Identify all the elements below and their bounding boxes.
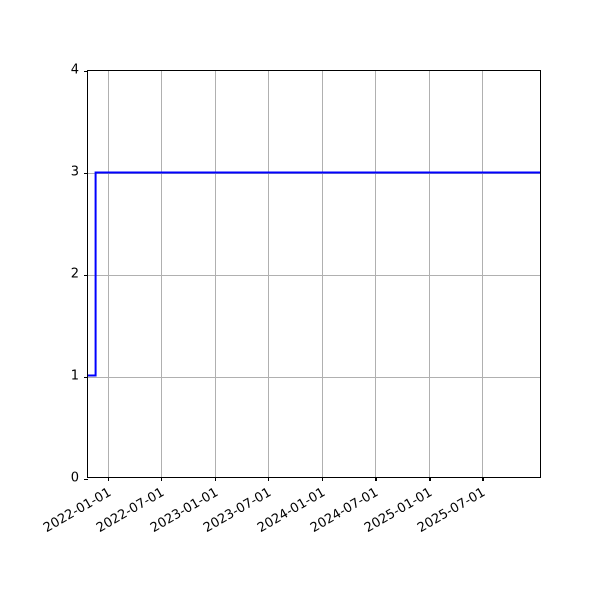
x-tick-mark [161, 477, 163, 481]
x-axis-tick-labels: 2022-01-01 2022-07-01 2023-01-01 2023-07-01… [41, 478, 541, 598]
x-tick-mark [375, 477, 377, 481]
y-tick-label: 0 [70, 470, 79, 486]
y-tick-label: 1 [70, 368, 79, 384]
gridline-vertical [214, 71, 216, 477]
y-axis-tick-labels: 0 1 2 3 4 [0, 64, 79, 485]
y-tick-mark [84, 479, 88, 481]
x-tick-mark [322, 477, 324, 481]
x-tick-mark [429, 477, 431, 481]
x-tick-mark [107, 477, 110, 481]
gridline-vertical [429, 71, 431, 477]
gridline-vertical [375, 71, 377, 477]
gridline-vertical [161, 71, 163, 477]
data-series-layer [88, 171, 540, 377]
x-tick-mark [482, 477, 484, 481]
gridline-horizontal [88, 377, 540, 378]
gridline-vertical [322, 71, 324, 477]
x-tick-mark [268, 477, 270, 481]
gridline-horizontal [88, 275, 540, 276]
y-tick-mark [84, 173, 88, 175]
y-tick-mark [84, 71, 88, 73]
gridline-vertical [482, 71, 484, 477]
y-tick-label: 2 [70, 266, 79, 282]
gridline-horizontal [88, 173, 540, 174]
y-tick-label: 4 [70, 62, 79, 78]
y-tick-mark [84, 275, 88, 277]
series-line-value [88, 171, 540, 377]
gridline-vertical [268, 71, 270, 477]
gridline-vertical [107, 71, 109, 477]
y-tick-label: 3 [70, 164, 79, 180]
x-tick-mark [214, 477, 217, 481]
y-tick-mark [84, 377, 88, 379]
plot-area [84, 70, 541, 481]
